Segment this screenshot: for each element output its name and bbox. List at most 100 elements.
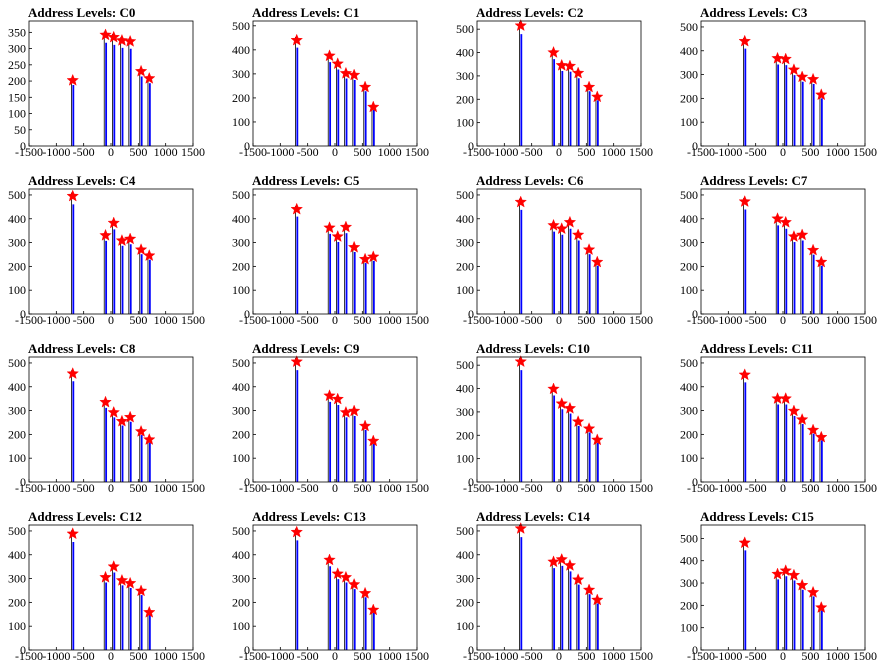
peak-marker [779, 564, 792, 577]
x-tick-label: -1000 [714, 481, 742, 495]
y-tick-label: 200 [232, 259, 250, 273]
y-tick-label: 150 [8, 90, 26, 104]
y-tick-label: 0 [244, 139, 250, 153]
x-tick-label: -1500 [463, 481, 491, 495]
x-tick-label: 1000 [602, 481, 626, 495]
x-tick-label: 500 [577, 145, 595, 159]
x-tick-label: -1500 [687, 649, 715, 663]
x-tick-label: -500 [73, 145, 95, 159]
peak-marker [779, 52, 792, 65]
x-tick-label: -500 [745, 145, 767, 159]
peak-marker [555, 397, 568, 410]
y-tick-label: 500 [680, 531, 698, 545]
y-tick-label: 200 [8, 74, 26, 88]
y-tick-label: 300 [8, 42, 26, 56]
x-tick-label: -1000 [714, 649, 742, 663]
peak-marker [806, 423, 820, 436]
x-tick-label: -1000 [266, 481, 294, 495]
y-tick-label: 0 [692, 475, 698, 489]
y-tick-label: 300 [8, 236, 26, 250]
x-tick-label: 1500 [853, 145, 877, 159]
peak-marker [331, 567, 344, 580]
x-tick-label: -500 [297, 481, 319, 495]
plot-frame [252, 20, 418, 147]
x-tick-label: 500 [577, 649, 595, 663]
x-tick-label: -1500 [239, 481, 267, 495]
histogram-panel: Address Levels: C6 0 100 200 300 400 500 -1500-… [448, 168, 672, 336]
plot-frame [28, 524, 194, 651]
x-tick-label: 1000 [602, 313, 626, 327]
y-tick-label: 500 [456, 524, 474, 538]
peak-marker [795, 70, 809, 83]
histogram-plot: 0 100 200 300 400 500 -1500 -1000 -500 0 500 1000 15… [232, 524, 429, 663]
peak-marker [514, 355, 527, 367]
peak-marker [107, 216, 120, 229]
y-tick-label: 200 [680, 427, 698, 441]
plot-frame [476, 188, 642, 315]
peak-marker [738, 368, 751, 381]
y-tick-label: 200 [456, 595, 474, 609]
x-tick-label: 1000 [826, 313, 850, 327]
histogram-panel: Address Levels: C11 0 100 200 300 400 500 -1500… [672, 336, 896, 504]
histogram-plot: 0 100 200 300 400 500 -1500 -1000 -500 0 500 1000 15… [8, 356, 205, 495]
peak-marker [582, 583, 596, 596]
peak-marker [323, 49, 336, 62]
chart-title: Address Levels: C12 [28, 509, 142, 524]
chart-title: Address Levels: C13 [252, 509, 366, 524]
y-tick-label: 400 [456, 548, 474, 562]
x-tick-label: -500 [297, 145, 319, 159]
y-tick-label: 0 [244, 475, 250, 489]
y-tick-label: 300 [680, 68, 698, 82]
x-tick-label: 500 [353, 481, 371, 495]
y-tick-label: 100 [456, 283, 474, 297]
x-tick-label: -1500 [463, 313, 491, 327]
peak-marker [339, 570, 353, 583]
x-tick-label: 500 [801, 313, 819, 327]
y-tick-label: 0 [20, 307, 26, 321]
histogram-panel: Address Levels: C13 0 100 200 300 400 500 -1500… [224, 504, 448, 672]
x-tick-label: 1500 [853, 649, 877, 663]
chart-title: Address Levels: C6 [476, 173, 584, 188]
peak-marker [806, 243, 820, 256]
peak-marker [795, 228, 809, 241]
y-tick-label: 400 [680, 380, 698, 394]
peak-marker [134, 64, 148, 77]
peak-marker [347, 240, 361, 253]
peak-marker [563, 558, 577, 571]
peak-marker [787, 230, 801, 242]
histogram-panel: Address Levels: C4 0 100 200 300 400 500 -1500-… [0, 168, 224, 336]
plot-frame [700, 188, 866, 315]
x-tick-label: 1000 [826, 481, 850, 495]
x-tick-label: 0 [556, 313, 562, 327]
peak-marker [143, 249, 156, 261]
histogram-plot: 0 100 200 300 400 500 -1500 -1000 -500 0 500 1000 15… [456, 355, 653, 495]
peak-marker [779, 392, 792, 404]
peak-marker [323, 221, 336, 234]
x-tick-label: 1500 [629, 649, 653, 663]
peak-marker [115, 414, 129, 427]
y-tick-label: 300 [680, 236, 698, 250]
y-tick-label: 0 [20, 139, 26, 153]
y-tick-label: 300 [232, 572, 250, 586]
peak-marker [815, 88, 828, 101]
x-tick-label: 1500 [853, 481, 877, 495]
x-tick-label: -500 [297, 649, 319, 663]
y-tick-label: 200 [680, 598, 698, 612]
y-tick-label: 200 [456, 92, 474, 106]
x-tick-label: -1000 [490, 145, 518, 159]
y-tick-label: 500 [232, 356, 250, 370]
x-tick-label: 1000 [154, 481, 178, 495]
x-tick-label: 500 [801, 649, 819, 663]
chart-title: Address Levels: C15 [700, 509, 814, 524]
histogram-plot: 0 100 200 300 400 500 -1500 -1000 -500 0 500 1000 15… [232, 19, 429, 159]
peak-marker [358, 419, 372, 432]
x-tick-label: 1500 [629, 481, 653, 495]
histogram-plot: 0 100 200 300 400 500 -1500 -1000 -500 0 500 1000 15… [456, 188, 653, 327]
peak-marker [339, 405, 353, 418]
peak-marker [339, 220, 353, 233]
y-tick-label: 300 [8, 572, 26, 586]
x-tick-label: -1500 [15, 145, 43, 159]
peak-marker [779, 215, 792, 228]
x-tick-label: 0 [332, 481, 338, 495]
chart-title: Address Levels: C0 [28, 5, 136, 20]
